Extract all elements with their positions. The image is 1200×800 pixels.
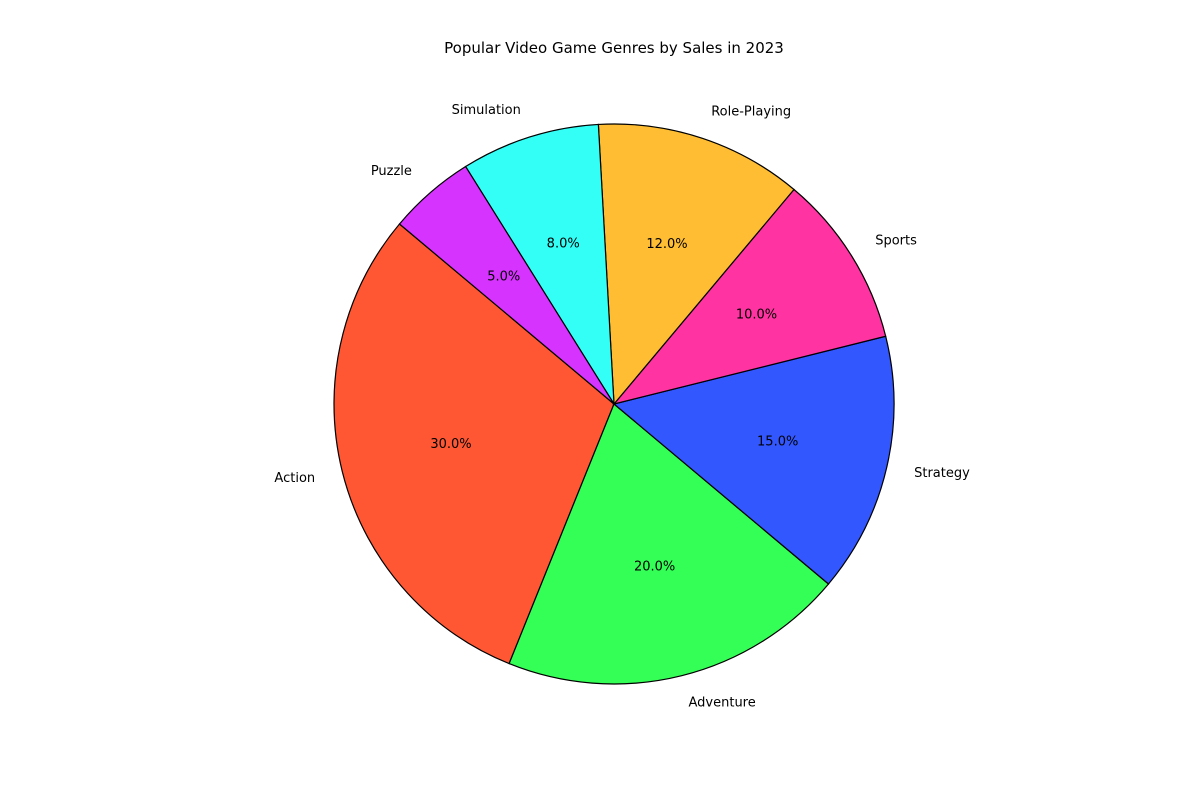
slice-label-role-playing: Role-Playing	[711, 104, 791, 119]
slice-label-action: Action	[274, 471, 315, 486]
pie-slice-role-playing	[597, 123, 795, 406]
pct-label-sports: 10.0%	[736, 307, 777, 322]
pct-label-simulation: 8.0%	[547, 236, 580, 251]
pct-label-puzzle: 5.0%	[487, 270, 520, 285]
slice-label-strategy: Strategy	[914, 466, 970, 481]
pct-label-adventure: 20.0%	[634, 560, 675, 575]
pct-label-role-playing: 12.0%	[646, 237, 687, 252]
pie-slice-simulation	[464, 123, 615, 405]
pie-slices	[333, 123, 895, 685]
slice-label-adventure: Adventure	[689, 695, 756, 710]
pie-slice-action	[333, 223, 615, 665]
slice-label-sports: Sports	[875, 233, 917, 248]
pie-labels: Action 30.0% Adventure 20.0% Strategy 15.0% Sp…	[274, 103, 970, 710]
pie-slice-strategy	[612, 335, 895, 585]
pie-slice-adventure	[508, 403, 830, 685]
pie-slice-puzzle	[398, 165, 615, 405]
pie-slice-sports	[612, 188, 887, 406]
slice-label-simulation: Simulation	[452, 103, 521, 118]
chart-title: Popular Video Game Genres by Sales in 20…	[444, 39, 784, 57]
pct-label-action: 30.0%	[430, 437, 471, 452]
pct-label-strategy: 15.0%	[757, 434, 798, 449]
slice-label-puzzle: Puzzle	[371, 164, 412, 179]
